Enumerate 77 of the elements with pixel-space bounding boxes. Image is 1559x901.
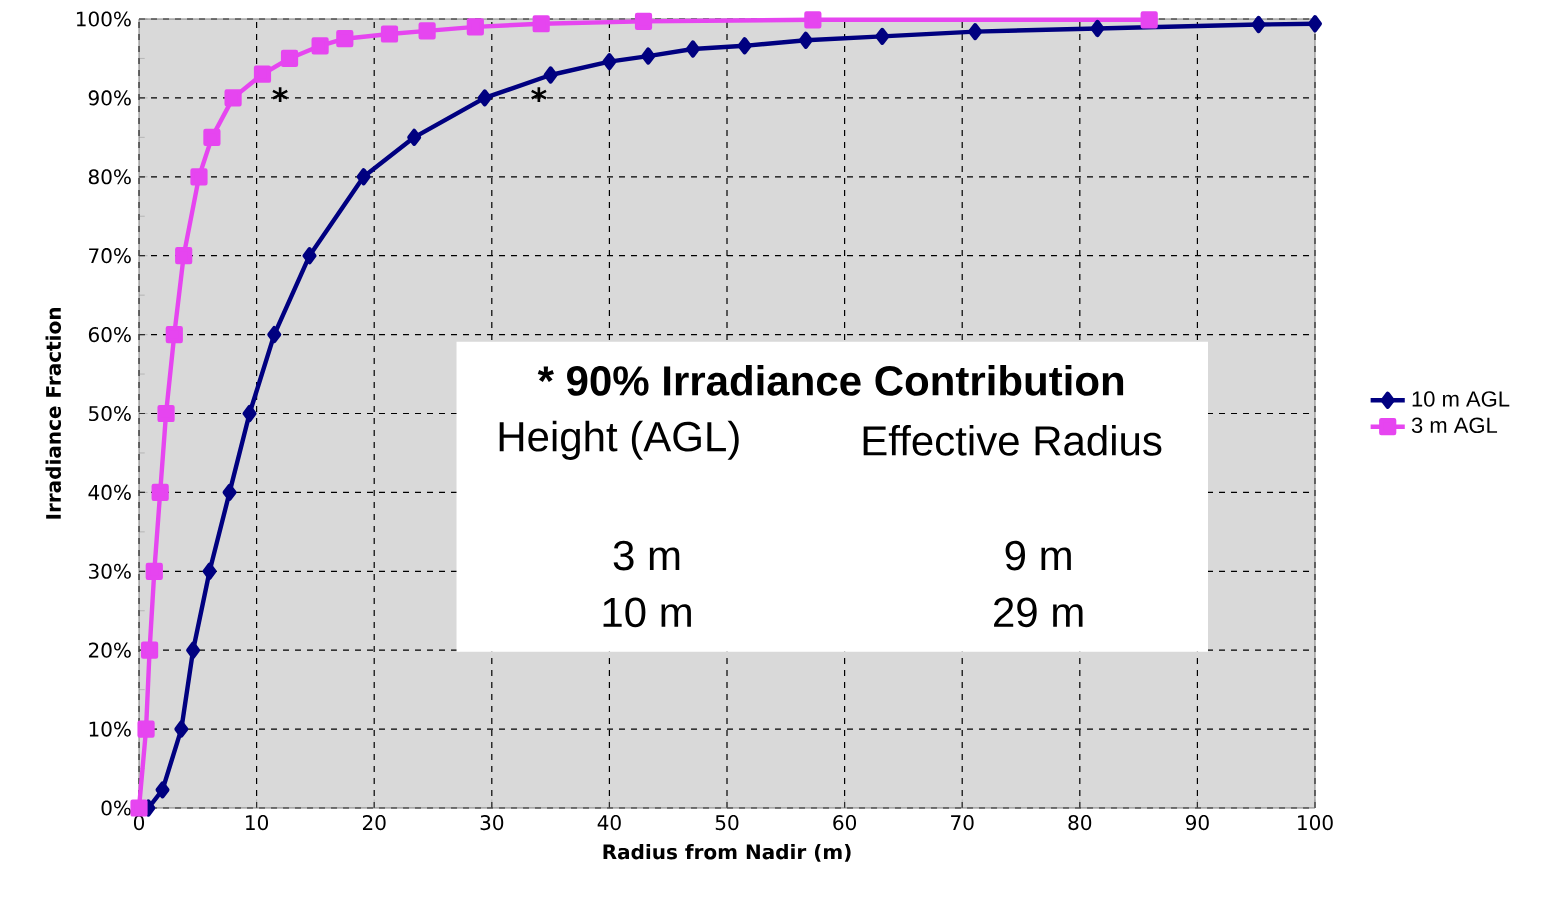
x-tick-label: 50 — [715, 815, 739, 831]
point — [1308, 15, 1323, 33]
point — [267, 326, 282, 344]
x-tick-label: 40 — [597, 815, 621, 831]
annotation: 29 m — [994, 597, 1083, 628]
point — [804, 11, 822, 29]
y-tick-label: 50% — [89, 405, 131, 422]
point — [175, 247, 193, 265]
point — [145, 562, 163, 580]
point — [798, 31, 813, 49]
point — [203, 128, 221, 146]
point — [477, 89, 492, 107]
y-tick-label: 20% — [88, 642, 131, 658]
point — [155, 781, 170, 799]
annotation: 9 m — [1005, 540, 1071, 571]
x-tick-label: 60 — [833, 815, 857, 831]
point — [737, 37, 752, 55]
y-tick-label: 10% — [89, 721, 131, 737]
point — [1090, 19, 1105, 38]
x-tick-label: 30 — [480, 815, 504, 831]
point — [253, 65, 272, 83]
annotation: 10 m — [603, 597, 691, 628]
point — [336, 30, 354, 48]
y-tick-label: 70% — [89, 248, 131, 264]
x-tick-label: 10 — [246, 815, 269, 831]
point — [685, 40, 700, 58]
point — [157, 404, 175, 423]
x-tick-label: 100 — [1298, 815, 1333, 831]
point — [222, 483, 237, 501]
point — [280, 49, 299, 68]
point — [1140, 11, 1158, 29]
annotation: 3 m — [613, 540, 680, 571]
x-tick-label: 90 — [1185, 815, 1209, 831]
x-tick-label: 20 — [362, 815, 386, 831]
y-axis-title: Irradiance Fraction — [45, 308, 62, 519]
point — [466, 18, 484, 36]
point — [190, 168, 208, 186]
point — [130, 799, 148, 817]
point — [186, 641, 201, 659]
point — [407, 128, 422, 146]
point — [543, 66, 558, 84]
y-tick-label: 30% — [89, 563, 131, 579]
point — [140, 641, 159, 659]
point — [380, 25, 399, 43]
point — [641, 47, 656, 65]
point — [356, 168, 371, 186]
point — [311, 37, 329, 55]
point — [418, 22, 436, 40]
point — [202, 562, 217, 580]
point — [151, 483, 169, 501]
point — [302, 247, 317, 265]
point — [602, 53, 617, 71]
legend-label: 10 m AGL — [1412, 391, 1510, 407]
annotation: Effective Radius — [863, 424, 1162, 456]
legend-label: 3 m AGL — [1411, 417, 1498, 434]
y-tick-label: 0% — [101, 800, 131, 816]
y-tick-label: 100% — [76, 11, 131, 27]
x-axis-title: Radius from Nadir (m) — [603, 843, 851, 862]
point — [1251, 15, 1266, 34]
x-tick-label: 80 — [1068, 815, 1092, 831]
point — [242, 404, 257, 423]
point — [165, 326, 183, 344]
point — [875, 27, 890, 45]
point — [224, 89, 242, 107]
y-tick-label: 90% — [88, 90, 131, 106]
y-tick-label: 60% — [88, 327, 131, 343]
point — [174, 720, 189, 738]
annotation: * 90% Irradiance Contribution — [537, 364, 1124, 396]
point — [137, 720, 155, 738]
x-tick-label: 70 — [951, 815, 974, 831]
y-tick-label: 40% — [88, 484, 131, 500]
annotation: * — [531, 87, 547, 103]
point — [634, 12, 653, 30]
point — [532, 15, 550, 33]
annotation: Height (AGL) — [499, 420, 739, 460]
y-tick-label: 80% — [88, 169, 131, 185]
point — [968, 23, 983, 41]
